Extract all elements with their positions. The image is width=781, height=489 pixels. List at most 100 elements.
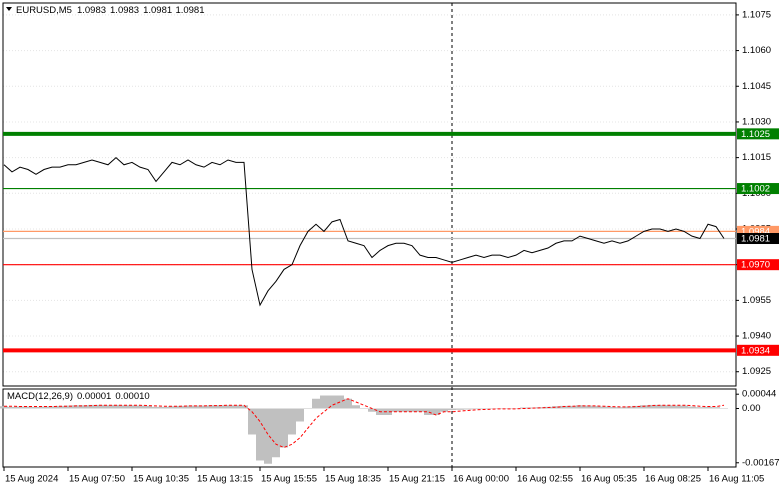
level-label-box bbox=[737, 183, 779, 195]
level-label-box bbox=[737, 128, 779, 140]
x-tick-label: 16 Aug 08:25 bbox=[645, 474, 701, 485]
macd-reading: 0.00001 bbox=[77, 391, 111, 402]
macd-bar bbox=[120, 405, 128, 409]
macd-bar bbox=[312, 398, 320, 409]
macd-bar bbox=[672, 405, 680, 409]
y-tick-label: 1.1015 bbox=[742, 152, 771, 163]
macd-bar bbox=[280, 408, 288, 448]
macd-bar bbox=[472, 408, 480, 410]
macd-bar bbox=[0, 406, 8, 409]
level-label: 1.1025 bbox=[741, 129, 770, 140]
macd-signal bbox=[4, 398, 725, 449]
macd-bar bbox=[432, 408, 440, 415]
macd-bar bbox=[592, 405, 600, 409]
macd-bar bbox=[56, 405, 64, 409]
macd-bar bbox=[648, 404, 656, 409]
y-tick-label: 1.1060 bbox=[742, 45, 771, 56]
x-tick-label: 15 Aug 10:35 bbox=[133, 474, 189, 485]
macd-bar bbox=[192, 405, 200, 409]
macd-reading: 0.00010 bbox=[115, 391, 149, 402]
macd-bar bbox=[256, 408, 264, 461]
macd-bar bbox=[512, 408, 520, 409]
level-label: 1.0934 bbox=[741, 345, 770, 356]
x-tick-label: 16 Aug 05:35 bbox=[581, 474, 637, 485]
y-tick-label: 0.00044 bbox=[742, 389, 776, 400]
y-tick-label: 1.0940 bbox=[742, 331, 771, 342]
macd-bar bbox=[352, 405, 360, 409]
macd-bar bbox=[488, 408, 496, 409]
macd-bar bbox=[216, 405, 224, 409]
macd-bar bbox=[456, 408, 464, 410]
macd-bar bbox=[368, 408, 376, 412]
macd-bar bbox=[480, 408, 488, 410]
macd-bar bbox=[248, 408, 256, 435]
y-tick-label: 1.0925 bbox=[742, 366, 771, 377]
macd-bar bbox=[664, 405, 672, 409]
macd-bar bbox=[160, 406, 168, 409]
macd-bar bbox=[408, 408, 416, 412]
macd-bar bbox=[136, 405, 144, 409]
macd-bar bbox=[8, 406, 16, 409]
macd-bar bbox=[400, 408, 408, 412]
level-label: 1.0981 bbox=[741, 234, 770, 245]
menu-triangle bbox=[6, 7, 12, 11]
ohlc-value: 1.0983 bbox=[110, 5, 139, 16]
macd-bar bbox=[528, 407, 536, 409]
macd-bar bbox=[304, 408, 312, 409]
level-label: 1.1002 bbox=[741, 184, 770, 195]
macd-bar bbox=[288, 408, 296, 435]
ohlc-value: 1.0983 bbox=[77, 5, 106, 16]
macd-bar bbox=[144, 405, 152, 409]
x-tick-label: 15 Aug 15:55 bbox=[261, 474, 317, 485]
x-tick-label: 15 Aug 2024 bbox=[5, 474, 58, 485]
macd-bar bbox=[16, 406, 24, 409]
macd-bar bbox=[232, 405, 240, 409]
panel-frame bbox=[2, 2, 737, 387]
x-tick-label: 16 Aug 02:55 bbox=[517, 474, 573, 485]
macd-bar bbox=[360, 408, 368, 409]
macd-bar bbox=[464, 408, 472, 410]
macd-bar bbox=[576, 405, 584, 409]
macd-bar bbox=[40, 406, 48, 409]
macd-bar bbox=[64, 405, 72, 409]
macd-bar bbox=[168, 406, 176, 409]
macd-bar bbox=[448, 408, 456, 411]
ohlc-value: 1.0981 bbox=[175, 5, 204, 16]
x-tick-label: 15 Aug 18:35 bbox=[325, 474, 381, 485]
x-tick-label: 15 Aug 07:50 bbox=[69, 474, 125, 485]
macd-bar bbox=[424, 408, 432, 415]
macd-bar bbox=[48, 406, 56, 409]
macd-bar bbox=[392, 408, 400, 412]
level-label-box bbox=[737, 344, 779, 356]
macd-bar bbox=[272, 408, 280, 458]
macd-bar bbox=[632, 405, 640, 409]
macd-title: MACD(12,26,9) bbox=[7, 391, 73, 402]
macd-bar bbox=[568, 405, 576, 409]
macd-bar bbox=[416, 408, 424, 412]
level-label: 1.0984 bbox=[741, 226, 770, 237]
ohlc-value: 1.0981 bbox=[143, 5, 172, 16]
macd-bar bbox=[152, 406, 160, 409]
macd-bar bbox=[128, 405, 136, 409]
macd-bar bbox=[296, 408, 304, 422]
y-tick-label: -0.00167 bbox=[742, 457, 780, 468]
macd-bar bbox=[696, 407, 704, 409]
macd-bar bbox=[80, 405, 88, 409]
macd-bar bbox=[96, 404, 104, 409]
y-tick-label: 1.1075 bbox=[742, 9, 771, 20]
macd-bar bbox=[32, 406, 40, 409]
x-tick-label: 15 Aug 13:15 bbox=[197, 474, 253, 485]
macd-bar bbox=[344, 398, 352, 409]
macd-bar bbox=[176, 405, 184, 409]
chart-header: EURUSD,M5 1.0983 1.0983 1.0981 1.0981 bbox=[16, 5, 205, 16]
y-tick-label: 1.1030 bbox=[742, 116, 771, 127]
macd-bar bbox=[320, 395, 328, 409]
x-tick-label: 15 Aug 21:15 bbox=[389, 474, 445, 485]
macd-bar bbox=[24, 406, 32, 409]
chart-title: EURUSD,M5 bbox=[16, 5, 72, 16]
y-tick-label: 1.1045 bbox=[742, 81, 771, 92]
macd-header: MACD(12,26,9) 0.00001 0.00010 bbox=[7, 391, 150, 402]
macd-bar bbox=[328, 395, 336, 409]
y-tick-label: 0.00 bbox=[742, 403, 761, 414]
